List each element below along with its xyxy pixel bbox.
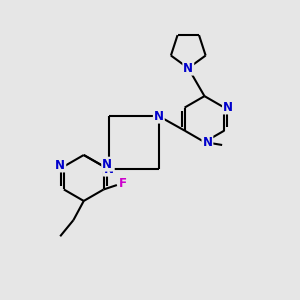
- Text: N: N: [202, 136, 212, 149]
- Text: N: N: [154, 110, 164, 123]
- Text: N: N: [104, 163, 114, 176]
- Text: F: F: [119, 177, 128, 190]
- Text: N: N: [102, 158, 112, 171]
- Text: N: N: [183, 61, 193, 75]
- Text: N: N: [55, 158, 65, 172]
- Text: N: N: [223, 100, 233, 113]
